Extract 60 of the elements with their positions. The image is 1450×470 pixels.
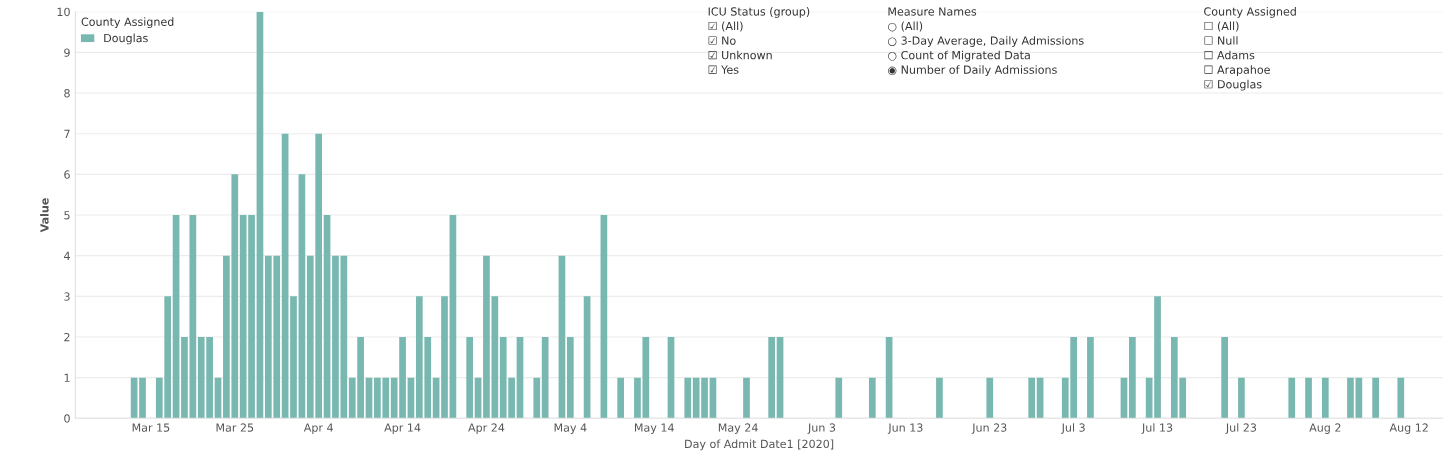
x-tick-label: Mar 15: [132, 423, 170, 432]
x-tick-label: Jun 23: [971, 423, 1007, 434]
bar: [541, 336, 549, 419]
x-tick-label: Jun 13: [887, 423, 923, 434]
x-tick-label: May 14: [634, 423, 674, 434]
x-tick-label: Jul 3: [1061, 423, 1085, 434]
y-tick-label: 10: [57, 7, 70, 17]
bar: [1305, 377, 1312, 419]
y-tick-label: 0: [64, 414, 70, 423]
bar: [1129, 336, 1136, 419]
bar: [743, 377, 750, 419]
annotation: ICU Status (group) ☑ (All) ☑ No ☑ Unknown ☑ Yes: [708, 7, 810, 74]
y-tick-label: 9: [64, 48, 70, 57]
bar: [290, 296, 297, 419]
bar: [768, 336, 776, 419]
bar: [684, 377, 692, 419]
y-tick-label: 1: [64, 373, 70, 382]
bar: [1372, 377, 1379, 419]
y-tick-label: 3: [64, 292, 70, 301]
bar: [1321, 377, 1329, 419]
bar: [1347, 377, 1354, 419]
bar: [466, 336, 474, 419]
bar: [533, 377, 541, 419]
bar: [1238, 377, 1245, 419]
bar: [139, 377, 146, 419]
bar: [617, 377, 625, 419]
legend-title: County Assigned: [81, 17, 174, 29]
y-tick-label: 6: [64, 170, 70, 179]
bar: [1028, 377, 1036, 419]
x-axis-title: Day of Admit Date1 [2020]: [685, 439, 834, 451]
x-tick-label: Aug 2: [1309, 423, 1341, 434]
x-tick-label: Apr 14: [384, 423, 421, 434]
bar: [936, 377, 943, 419]
x-tick-label: Mar 25: [216, 423, 254, 432]
x-tick-label: May 4: [554, 423, 587, 434]
y-tick-label: 7: [64, 129, 70, 138]
bar: [1397, 377, 1405, 419]
x-tick-label: Jul 23: [1225, 423, 1257, 434]
annotation: Measure Names ○ (All) ○ 3-Day Average, Daily Admissions ○ Count of Migrated Data ◉ Number of Daily Admissions: [888, 7, 1084, 77]
y-axis-title: Value: [40, 198, 49, 233]
bar: [868, 377, 876, 419]
annotation: County Assigned ☐ (All) ☐ Null ☐ Adams ☐ Arapahoe ☑ Douglas: [1204, 7, 1296, 91]
legend-label: Douglas: [104, 33, 148, 45]
bar: [1221, 336, 1228, 419]
bar: [1288, 377, 1296, 419]
bar: [986, 377, 994, 419]
x-tick-label: May 24: [718, 423, 758, 434]
y-tick-label: 5: [64, 211, 70, 220]
y-tick-label: 2: [64, 332, 70, 342]
bar: [566, 336, 574, 419]
y-tick-label: 4: [64, 251, 70, 260]
x-tick-label: Jul 13: [1141, 423, 1173, 434]
bar: [1087, 336, 1094, 419]
x-tick-label: Apr 4: [303, 423, 333, 434]
bar: [835, 377, 843, 419]
x-tick-label: Aug 12: [1389, 423, 1428, 434]
bar: [441, 296, 448, 419]
x-tick-label: Apr 24: [468, 423, 505, 434]
y-tick-label: 8: [64, 89, 70, 98]
x-tick-label: Jun 3: [807, 423, 836, 434]
